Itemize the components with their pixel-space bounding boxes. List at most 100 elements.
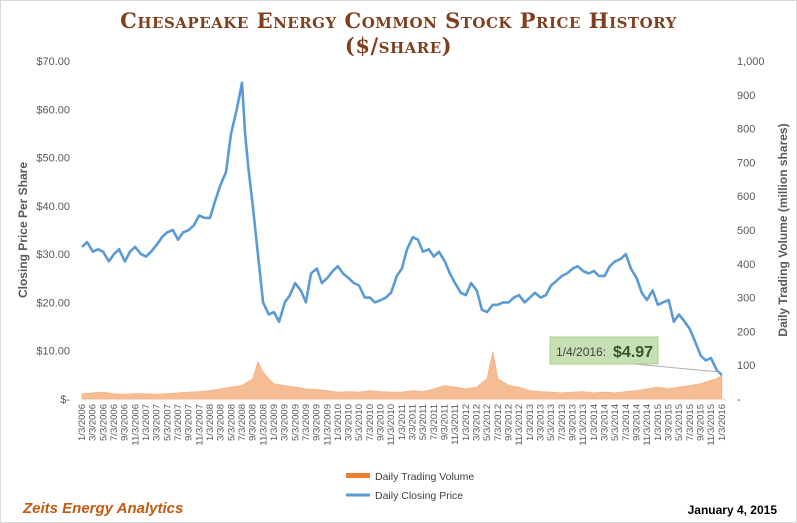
x-tick-label: 3/3/2006 [88,404,99,441]
y2-tick-label: - [737,394,741,406]
legend-swatch-volume [346,473,370,478]
annotation-value: $4.97 [613,344,653,361]
x-tick-label: 7/3/2007 [173,404,184,441]
x-tick-label: 7/3/2010 [365,404,376,441]
x-tick-label: 9/3/2011 [440,404,451,440]
x-tick-label: 3/3/2013 [536,404,547,441]
x-tick-label: 11/3/2010 [386,404,397,446]
y2-tick-label: 1,000 [737,56,765,68]
x-tick-label: 3/3/2009 [280,404,291,441]
price-series-group [81,81,723,376]
x-tick-label: 9/3/2009 [312,404,323,441]
x-tick-label: 11/3/2012 [514,404,525,446]
y2-tick-label: 800 [737,124,755,136]
chart-subtitle: ($/share) [344,33,453,58]
y2-tick-label: 200 [737,326,755,338]
x-tick-label: 7/3/2012 [493,404,504,441]
x-tick-label: 9/3/2007 [184,404,195,441]
x-tick-label: 1/3/2010 [333,404,344,441]
x-tick-label: 3/3/2014 [600,404,611,441]
x-tick-label: 11/3/2008 [258,404,269,446]
footer-brand: Zeits Energy Analytics [23,500,184,517]
y-tick-label: $60.00 [36,104,70,116]
axes-group: $- $10.00 $20.00 $30.00 $40.00 $50.00 $60.00 $7… [16,56,790,446]
y-tick-label: $10.00 [36,346,70,358]
x-tick-label: 11/3/2014 [642,404,653,446]
y2-tick-label: 700 [737,157,755,169]
x-tick-label: 1/3/2015 [653,404,664,441]
annotation-label: 1/4/2016: [556,345,606,359]
x-tick-label: 3/3/2008 [216,404,227,441]
x-tick-label: 5/3/2006 [98,404,109,441]
x-tick-label: 11/3/2007 [194,404,205,446]
y2-tick-label: 300 [737,293,755,305]
x-tick-label: 1/3/2011 [397,404,408,440]
volume-area [81,351,723,400]
x-tick-label: 5/3/2014 [610,404,621,441]
x-tick-label: 5/3/2008 [226,404,237,441]
y-tick-label: $40.00 [36,201,70,213]
x-tick-label: 11/3/2009 [322,404,333,446]
x-tick-label: 9/3/2014 [632,404,643,441]
x-tick-label: 3/3/2012 [472,404,483,441]
x-tick-label: 7/3/2015 [685,404,696,441]
x-tick-label: 11/3/2006 [130,404,141,446]
x-tick-label: 5/3/2007 [162,404,173,441]
y2-tick-label: 400 [737,259,755,271]
y-tick-label: $30.00 [36,249,70,261]
x-tick-label: 7/3/2011 [429,404,440,440]
x-tick-label: 3/3/2011 [408,404,419,440]
legend-label-volume: Daily Trading Volume [375,471,474,483]
x-tick-label: 3/3/2007 [152,404,163,441]
legend-group: Daily Trading Volume Daily Closing Price [346,471,474,502]
x-tick-label: 5/3/2011 [418,404,429,440]
x-tick-label: 5/3/2013 [546,404,557,441]
y-tick-label: $70.00 [36,56,70,68]
x-tick-label: 1/3/2007 [141,404,152,441]
x-tick-label: 9/3/2013 [568,404,579,441]
x-tick-label: 5/3/2009 [290,404,301,441]
price-line [81,81,723,376]
y2-tick-label: 500 [737,225,755,237]
x-tick-label: 1/3/2016 [717,404,728,441]
x-tick-label: 5/3/2012 [482,404,493,441]
x-tick-label: 1/3/2013 [525,404,536,441]
y2-axis-title: Daily Trading Volume (million shares) [776,123,790,336]
annotation-box [549,336,659,365]
y-tick-label: $50.00 [36,153,70,165]
y2-tick-label: 900 [737,90,755,102]
x-tick-label: 1/3/2008 [205,404,216,441]
volume-series-group [81,351,723,400]
y-tick-label: $20.00 [36,297,70,309]
x-tick-label: 9/3/2010 [376,404,387,441]
x-tick-label: 11/3/2013 [578,404,589,446]
x-tick-label: 7/3/2008 [237,404,248,441]
y2-tick-label: 600 [737,191,755,203]
x-tick-label: 7/3/2013 [557,404,568,441]
x-tick-label: 3/3/2015 [664,404,675,441]
x-tick-label: 1/3/2014 [589,404,600,441]
legend-label-price: Daily Closing Price [375,490,463,502]
x-tick-label: 3/3/2010 [344,404,355,441]
x-tick-label: 9/3/2015 [696,404,707,441]
y2-tick-label: 100 [737,360,755,372]
x-tick-label: 1/3/2012 [461,404,472,441]
x-tick-label: 7/3/2014 [621,404,632,441]
y-axis-title: Closing Price Per Share [16,162,30,298]
annotation-group: 1/4/2016: $4.97 [549,336,720,373]
y-tick-label: $- [60,394,70,406]
chart-title: Chesapeake Energy Common Stock Price His… [120,8,677,33]
x-tick-label: 9/3/2006 [120,404,131,441]
x-tick-label: 1/3/2009 [269,404,280,441]
x-tick-label: 7/3/2006 [109,404,120,441]
x-tick-label: 9/3/2012 [504,404,515,441]
footer-date: January 4, 2015 [687,503,777,517]
x-tick-label: 9/3/2008 [248,404,259,441]
x-tick-label: 7/3/2009 [301,404,312,441]
x-tick-label: 11/3/2015 [706,404,717,446]
x-tick-label: 11/3/2011 [450,404,461,445]
x-tick-label: 5/3/2015 [674,404,685,441]
x-tick-label: 1/3/2006 [77,404,88,441]
